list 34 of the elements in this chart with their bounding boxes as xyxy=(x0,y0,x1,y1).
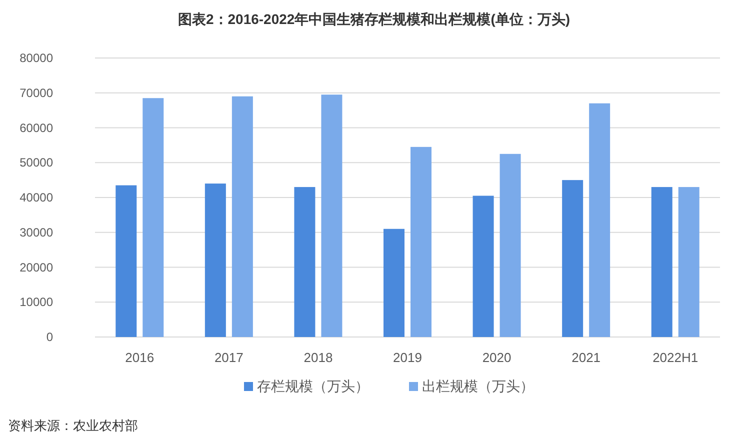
legend-label: 出栏规模（万头） xyxy=(422,378,534,394)
y-tick-label: 20000 xyxy=(20,260,54,274)
bar xyxy=(232,96,253,337)
bar xyxy=(204,184,226,337)
y-tick-label: 30000 xyxy=(20,225,54,240)
x-tick-label: 2019 xyxy=(393,350,422,365)
bar xyxy=(321,94,342,337)
bar xyxy=(294,187,316,337)
x-tick-label: 2020 xyxy=(482,350,512,365)
bar xyxy=(589,103,610,337)
y-tick-label: 60000 xyxy=(20,120,54,135)
bar xyxy=(116,185,137,337)
x-tick-label: 2022H1 xyxy=(652,350,698,365)
bar xyxy=(500,154,521,337)
y-tick-label: 10000 xyxy=(20,295,54,310)
bar xyxy=(651,187,672,337)
legend-label: 存栏规模（万头） xyxy=(257,378,369,394)
text: 资料来源：农业农村部 xyxy=(8,418,138,433)
y-tick-label: 50000 xyxy=(20,156,54,170)
bar xyxy=(472,196,494,337)
bar xyxy=(678,187,700,337)
bar xyxy=(142,98,164,337)
bar xyxy=(562,180,584,337)
y-tick-label: 0 xyxy=(46,330,54,344)
chart-title: 图表2：2016-2022年中国生猪存栏规模和出栏规模(单位：万头) xyxy=(178,11,570,27)
x-tick-label: 2018 xyxy=(304,350,333,365)
bar xyxy=(384,228,404,337)
x-tick-label: 2017 xyxy=(214,350,244,365)
y-tick-label: 40000 xyxy=(20,190,54,204)
y-tick-label: 80000 xyxy=(20,51,54,65)
y-tick-label: 70000 xyxy=(20,86,54,100)
bar xyxy=(410,146,432,337)
x-tick-label: 2021 xyxy=(572,350,601,365)
x-tick-label: 2016 xyxy=(125,350,154,365)
